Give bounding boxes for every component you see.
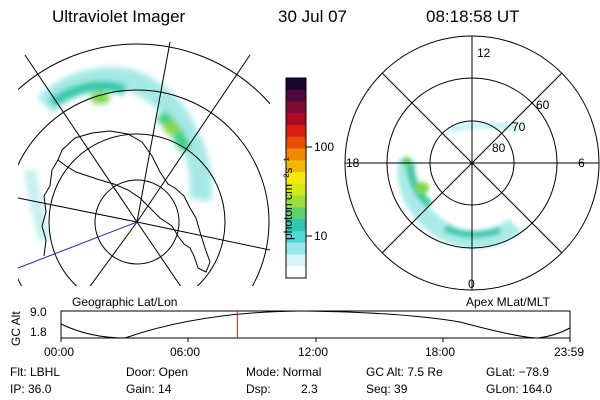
colorbar-segment [286,160,306,173]
dsp-status-value: 2.3 [301,382,318,396]
timeline-xtick-0600: 06:00 [170,345,201,359]
colorbar-segment [286,148,306,161]
timeline-xtick-2359: 23:59 [554,345,585,359]
date-label: 30 Jul 07 [278,7,347,26]
filter-status: Flt: LBHL [10,365,61,379]
colorbar-unit-label: photon cm⁻²s⁻¹ [281,157,295,240]
colorbar-segment [286,219,306,232]
gc-alt-status: GC Alt: 7.5 Re [366,365,443,379]
colorbar-segment [286,136,306,150]
colorbar-segment [286,230,306,244]
colorbar-segment [286,266,306,279]
glat-status: GLat: −78.9 [486,365,550,379]
instrument-title: Ultraviolet Imager [52,7,186,26]
glon-status: GLon: 164.0 [486,382,553,396]
colorbar [285,77,312,279]
mlat-label-70: 70 [512,120,526,134]
aurora-oval-geographic [24,67,212,242]
colorbar-segment [286,78,306,91]
mlt-label-12: 12 [477,46,491,60]
colorbar-segment [286,125,306,138]
seq-status: Seq: 39 [366,382,408,396]
door-status: Door: Open [126,365,189,379]
colorbar-tick-100: 100 [314,140,335,154]
timeline-ytick-max: 9.0 [30,305,47,319]
geographic-map [18,42,270,286]
time-label: 08:18:58 UT [426,7,520,26]
coastline [57,130,211,273]
timeline-xtick-0000: 00:00 [44,345,75,359]
colorbar-tick-10: 10 [314,229,328,243]
mode-status: Mode: Normal [246,365,322,379]
mlat-label-60: 60 [536,98,550,112]
magnetic-polar-plot [344,35,600,291]
colorbar-segment [286,254,306,267]
colorbar-segment [286,195,306,208]
geographic-caption: Geographic Lat/Lon [72,295,178,309]
colorbar-segment [286,183,306,197]
mlt-label-18: 18 [346,156,360,170]
orbit-altitude-curve [60,310,571,339]
orbit-timeline [60,310,571,342]
aurora-oval-magnetic [397,122,522,250]
colorbar-segment [286,207,306,220]
colorbar-segment [286,113,306,126]
mlt-label-0: 0 [468,277,475,291]
timeline-xtick-1200: 12:00 [298,345,329,359]
ip-status: IP: 36.0 [10,382,52,396]
timeline-ylabel: GC Alt [9,311,23,346]
dsp-status-label: Dsp: [246,382,271,396]
colorbar-segment [286,89,306,103]
magnetic-caption: Apex MLat/MLT [466,295,550,309]
colorbar-segment [286,242,306,255]
gain-status: Gain: 14 [126,382,172,396]
mlt-label-6: 6 [578,156,585,170]
colorbar-segment [286,172,306,185]
timeline-ytick-min: 1.8 [30,325,47,339]
mlat-label-80: 80 [492,141,506,155]
timeline-xtick-1800: 18:00 [425,345,456,359]
colorbar-segment [286,101,306,114]
